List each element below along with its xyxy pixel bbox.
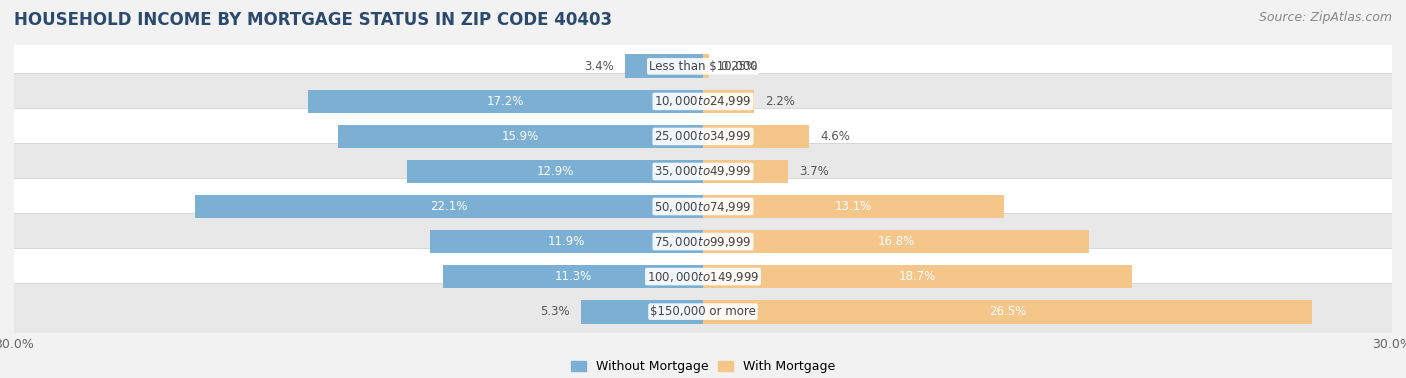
Text: 26.5%: 26.5% xyxy=(988,305,1026,318)
Text: Source: ZipAtlas.com: Source: ZipAtlas.com xyxy=(1258,11,1392,24)
Text: $50,000 to $74,999: $50,000 to $74,999 xyxy=(654,200,752,214)
FancyBboxPatch shape xyxy=(0,144,1406,200)
Text: 12.9%: 12.9% xyxy=(536,165,574,178)
Bar xyxy=(703,160,787,183)
Text: 5.3%: 5.3% xyxy=(540,305,569,318)
Text: $100,000 to $149,999: $100,000 to $149,999 xyxy=(647,270,759,284)
Bar xyxy=(430,230,703,254)
Text: 11.9%: 11.9% xyxy=(548,235,585,248)
FancyBboxPatch shape xyxy=(0,38,1406,94)
FancyBboxPatch shape xyxy=(0,284,1406,340)
Bar xyxy=(703,124,808,148)
Text: 18.7%: 18.7% xyxy=(898,270,936,283)
Text: $150,000 or more: $150,000 or more xyxy=(650,305,756,318)
Bar xyxy=(703,300,1312,324)
Text: 16.8%: 16.8% xyxy=(877,235,914,248)
Bar xyxy=(337,124,703,148)
Text: 13.1%: 13.1% xyxy=(835,200,872,213)
FancyBboxPatch shape xyxy=(0,249,1406,305)
Bar xyxy=(406,160,703,183)
Text: 3.7%: 3.7% xyxy=(800,165,830,178)
Text: 15.9%: 15.9% xyxy=(502,130,538,143)
Bar xyxy=(581,300,703,324)
Text: 17.2%: 17.2% xyxy=(486,95,524,108)
Legend: Without Mortgage, With Mortgage: Without Mortgage, With Mortgage xyxy=(565,355,841,378)
FancyBboxPatch shape xyxy=(0,178,1406,234)
FancyBboxPatch shape xyxy=(0,73,1406,129)
Text: $10,000 to $24,999: $10,000 to $24,999 xyxy=(654,94,752,108)
Text: 3.4%: 3.4% xyxy=(583,60,613,73)
Text: $25,000 to $34,999: $25,000 to $34,999 xyxy=(654,129,752,143)
FancyBboxPatch shape xyxy=(0,214,1406,270)
Bar xyxy=(703,54,709,78)
Bar xyxy=(703,265,1132,288)
Text: 4.6%: 4.6% xyxy=(820,130,851,143)
Text: Less than $10,000: Less than $10,000 xyxy=(648,60,758,73)
Bar xyxy=(703,90,754,113)
Text: HOUSEHOLD INCOME BY MORTGAGE STATUS IN ZIP CODE 40403: HOUSEHOLD INCOME BY MORTGAGE STATUS IN Z… xyxy=(14,11,612,29)
Text: $75,000 to $99,999: $75,000 to $99,999 xyxy=(654,235,752,249)
FancyBboxPatch shape xyxy=(0,108,1406,164)
Bar xyxy=(624,54,703,78)
Bar xyxy=(703,195,1004,218)
Text: 0.25%: 0.25% xyxy=(720,60,758,73)
Text: 22.1%: 22.1% xyxy=(430,200,468,213)
Bar xyxy=(195,195,703,218)
Text: 2.2%: 2.2% xyxy=(765,95,794,108)
Bar xyxy=(443,265,703,288)
Text: $35,000 to $49,999: $35,000 to $49,999 xyxy=(654,164,752,178)
Bar xyxy=(703,230,1088,254)
Text: 11.3%: 11.3% xyxy=(554,270,592,283)
Bar xyxy=(308,90,703,113)
